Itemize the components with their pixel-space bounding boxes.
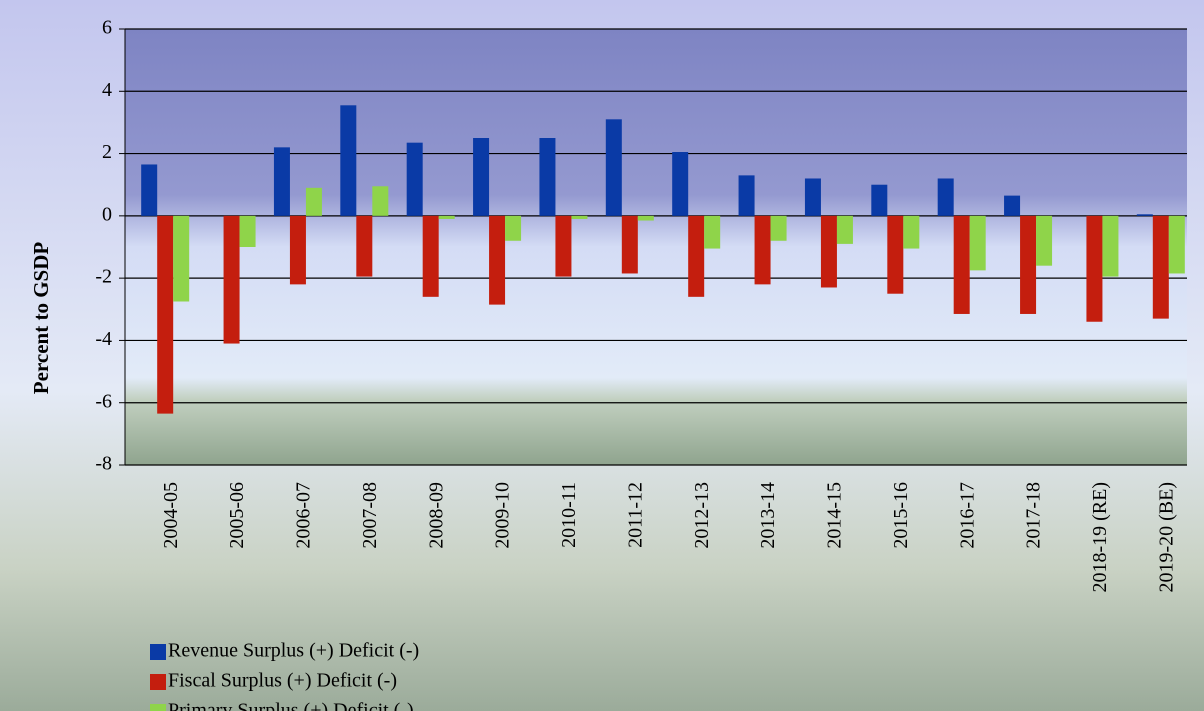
bar (903, 215, 920, 249)
bar (738, 175, 755, 216)
y-tick-label: 4 (102, 79, 112, 101)
x-tick-label: 2017-18 (1023, 482, 1045, 549)
legend-label: Primary Surplus (+) Deficit (-) (168, 700, 414, 711)
bar (1020, 215, 1037, 314)
x-tick-label: 2018-19 (RE) (1089, 482, 1111, 593)
y-tick-label: -4 (95, 328, 112, 350)
bar (173, 215, 190, 302)
bar (1152, 215, 1169, 319)
bar (704, 215, 721, 249)
bar (305, 187, 322, 216)
bar (340, 105, 357, 216)
legend-label: Revenue Surplus (+) Deficit (-) (168, 640, 419, 662)
x-tick-label: 2005-06 (226, 482, 248, 549)
x-tick-label: 2019-20 (BE) (1155, 482, 1177, 593)
bar (157, 215, 174, 414)
bar (672, 152, 689, 216)
x-tick-label: 2008-09 (425, 482, 447, 549)
bar (820, 215, 837, 288)
bar (473, 138, 490, 216)
bar (289, 215, 306, 285)
legend-swatch (150, 674, 166, 690)
bar (836, 215, 853, 244)
x-tick-label: 2010-11 (558, 482, 580, 548)
bar (871, 184, 888, 216)
bar (1136, 214, 1153, 216)
x-tick-label: 2004-05 (160, 482, 182, 549)
bar (438, 215, 455, 219)
bar (356, 215, 373, 277)
bar (1086, 215, 1103, 322)
y-axis-label: Percent to GSDP (29, 242, 53, 395)
bar (539, 138, 556, 216)
bar (223, 215, 240, 344)
bar (489, 215, 506, 305)
bar (1004, 195, 1021, 216)
bar (1036, 215, 1053, 266)
bar (505, 215, 522, 241)
bar (770, 215, 787, 241)
bar (1168, 215, 1185, 274)
y-tick-label: 0 (102, 203, 112, 225)
bar (422, 215, 439, 297)
x-tick-label: 2016-17 (956, 482, 978, 549)
y-tick-label: 2 (102, 141, 112, 163)
x-tick-label: 2014-15 (824, 482, 846, 549)
x-tick-label: 2015-16 (890, 482, 912, 549)
bar (239, 215, 256, 247)
bar (887, 215, 904, 294)
y-tick-label: -6 (95, 390, 112, 412)
legend-label: Fiscal Surplus (+) Deficit (-) (168, 670, 397, 692)
bar (937, 178, 954, 216)
bar (372, 186, 389, 216)
bar (1102, 215, 1119, 277)
x-tick-label: 2012-13 (691, 482, 713, 549)
bar (804, 178, 821, 216)
legend-swatch (150, 644, 166, 660)
bar (688, 215, 705, 297)
bar (141, 164, 158, 216)
x-tick-label: 2006-07 (293, 482, 315, 549)
x-tick-label: 2007-08 (359, 482, 381, 549)
bar (637, 215, 654, 221)
bar (406, 142, 423, 216)
x-tick-label: 2011-12 (624, 482, 646, 548)
bar (605, 119, 622, 216)
bar (953, 215, 970, 314)
x-tick-label: 2009-10 (492, 482, 514, 549)
x-tick-label: 2013-14 (757, 482, 779, 549)
bar (754, 215, 771, 285)
bar (555, 215, 572, 277)
y-tick-label: 6 (102, 17, 112, 39)
bar (621, 215, 638, 274)
bar (969, 215, 986, 271)
bar (273, 147, 290, 216)
y-tick-label: -2 (95, 266, 112, 288)
y-tick-label: -8 (95, 453, 112, 475)
bar (571, 215, 588, 219)
legend-swatch (150, 704, 166, 711)
